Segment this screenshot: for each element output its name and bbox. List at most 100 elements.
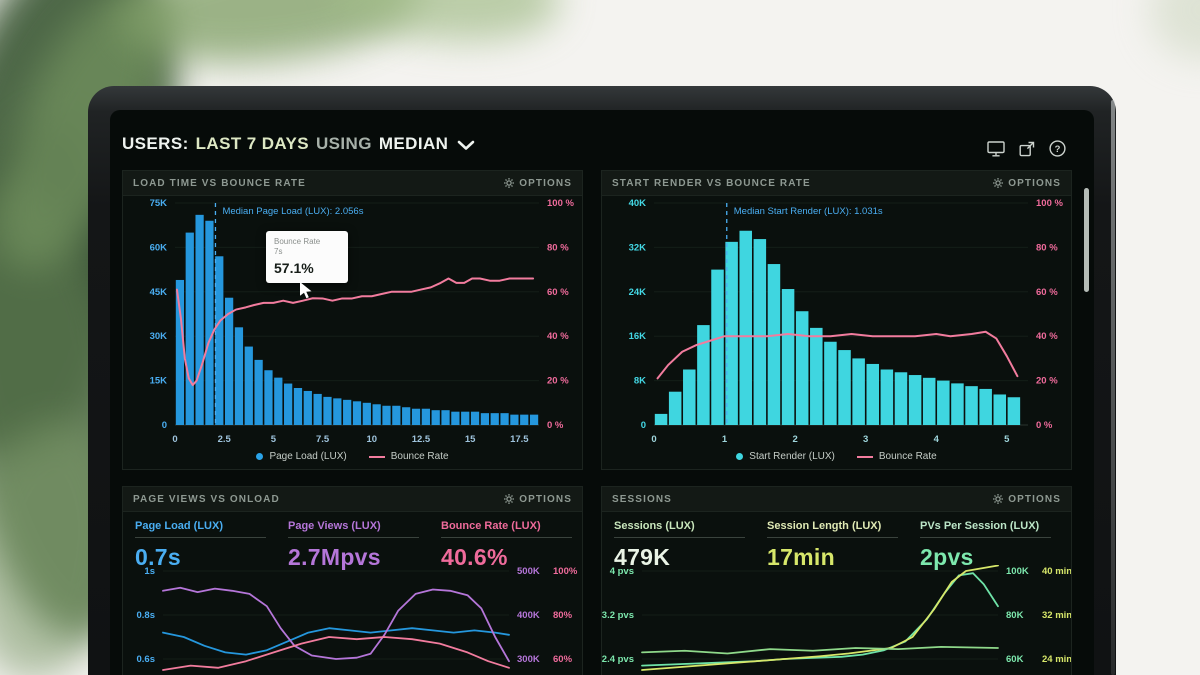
svg-text:30K: 30K bbox=[150, 331, 168, 342]
svg-text:24 min: 24 min bbox=[1042, 654, 1071, 665]
plant-leaf bbox=[1150, 0, 1200, 60]
panel-title: SESSIONS bbox=[612, 493, 672, 505]
metric-value: 17min bbox=[767, 544, 835, 570]
svg-text:17.5: 17.5 bbox=[510, 434, 529, 445]
metric-page-load: Page Load (LUX) 0.7s bbox=[135, 520, 266, 571]
display-icon[interactable] bbox=[987, 140, 1005, 157]
svg-text:100 %: 100 % bbox=[547, 198, 574, 209]
panel-title: PAGE VIEWS VS ONLOAD bbox=[133, 493, 280, 505]
svg-text:40 %: 40 % bbox=[1036, 331, 1058, 342]
metric-divider bbox=[135, 537, 266, 538]
metric-row: Sessions (LUX) 479K Session Length (LUX)… bbox=[602, 512, 1071, 571]
panel-sessions: SESSIONS OPTIONS Sessions (LUX) 479K Ses… bbox=[601, 486, 1072, 675]
svg-text:8K: 8K bbox=[634, 376, 646, 387]
svg-text:0: 0 bbox=[172, 434, 177, 445]
svg-text:45K: 45K bbox=[150, 287, 168, 298]
svg-text:Median Start Render (LUX): 1.0: Median Start Render (LUX): 1.031s bbox=[734, 206, 883, 217]
metric-value: 2pvs bbox=[920, 544, 974, 570]
options-button[interactable]: OPTIONS bbox=[504, 178, 572, 189]
svg-text:1s: 1s bbox=[144, 566, 155, 577]
metric-label: Bounce Rate (LUX) bbox=[441, 520, 541, 532]
svg-text:75K: 75K bbox=[150, 198, 168, 209]
laptop: USERS: LAST 7 DAYS USING MEDIAN ? LOAD TIME… bbox=[88, 86, 1116, 675]
metric-sessions: Sessions (LUX) 479K bbox=[614, 520, 745, 571]
svg-text:10: 10 bbox=[366, 434, 377, 445]
load-time-histogram-chart[interactable]: 75K 100 % 60K 80 % 45K 60 % 30K 40 % 15K 20 % 0 0 %… bbox=[123, 195, 582, 447]
tooltip-x-value: 7s bbox=[274, 247, 283, 257]
panel-header: PAGE VIEWS VS ONLOAD OPTIONS bbox=[123, 487, 582, 512]
svg-text:300K: 300K bbox=[517, 654, 540, 665]
page-views-line-chart[interactable]: 1s 500K 100% 0.8s 400K 80% 0.6s 300K 60% bbox=[123, 565, 582, 675]
svg-text:16K: 16K bbox=[629, 331, 647, 342]
svg-text:60 %: 60 % bbox=[547, 287, 569, 298]
svg-text:0 %: 0 % bbox=[1036, 420, 1053, 431]
svg-text:0 %: 0 % bbox=[547, 420, 564, 431]
panel-start-render-vs-bounce-rate: START RENDER VS BOUNCE RATE OPTIONS 40K 1… bbox=[601, 170, 1072, 470]
svg-text:0: 0 bbox=[162, 420, 167, 431]
options-button[interactable]: OPTIONS bbox=[504, 494, 572, 505]
metric-label: Sessions (LUX) bbox=[614, 520, 695, 532]
legend-item: Page Load (LUX) bbox=[256, 451, 347, 462]
chart-legend: Page Load (LUX) Bounce Rate bbox=[123, 451, 582, 462]
svg-text:100%: 100% bbox=[553, 566, 578, 577]
svg-text:100K: 100K bbox=[1006, 566, 1029, 577]
svg-text:2.4 pvs: 2.4 pvs bbox=[602, 654, 634, 665]
svg-text:40 %: 40 % bbox=[547, 331, 569, 342]
metric-divider bbox=[767, 537, 898, 538]
svg-text:40K: 40K bbox=[629, 198, 647, 209]
share-icon[interactable] bbox=[1019, 141, 1035, 157]
svg-text:4 pvs: 4 pvs bbox=[610, 566, 634, 577]
options-button[interactable]: OPTIONS bbox=[993, 178, 1061, 189]
svg-text:5: 5 bbox=[271, 434, 277, 445]
svg-text:1: 1 bbox=[722, 434, 728, 445]
gear-icon bbox=[993, 494, 1004, 504]
start-render-histogram-chart[interactable]: 40K 100 % 32K 80 % 24K 60 % 16K 40 % 8K 20 % 0 0 % 0… bbox=[602, 195, 1071, 447]
help-icon[interactable]: ? bbox=[1049, 140, 1066, 157]
svg-text:7.5: 7.5 bbox=[316, 434, 330, 445]
svg-text:60 %: 60 % bbox=[1036, 287, 1058, 298]
svg-text:3.2 pvs: 3.2 pvs bbox=[602, 610, 634, 621]
panel-load-time-vs-bounce-rate: LOAD TIME VS BOUNCE RATE OPTIONS 75K 100 … bbox=[122, 170, 583, 470]
chart-legend: Start Render (LUX) Bounce Rate bbox=[602, 451, 1071, 462]
svg-text:40 min: 40 min bbox=[1042, 566, 1071, 577]
metric-session-length: Session Length (LUX) 17min bbox=[767, 520, 898, 571]
svg-text:0: 0 bbox=[641, 420, 646, 431]
svg-text:32K: 32K bbox=[629, 242, 647, 253]
dashboard-screen: USERS: LAST 7 DAYS USING MEDIAN ? LOAD TIME… bbox=[110, 110, 1094, 675]
tooltip-series: Bounce Rate bbox=[274, 237, 321, 246]
legend-label: Bounce Rate bbox=[878, 451, 937, 462]
metric-page-views: Page Views (LUX) 2.7Mpvs bbox=[288, 520, 419, 571]
svg-text:80 %: 80 % bbox=[1036, 242, 1058, 253]
title-using: USING bbox=[316, 134, 372, 153]
legend-item: Bounce Rate bbox=[856, 451, 937, 462]
mouse-cursor bbox=[300, 282, 312, 299]
svg-text:2.5: 2.5 bbox=[218, 434, 232, 445]
svg-text:60%: 60% bbox=[553, 654, 573, 665]
metric-divider bbox=[614, 537, 745, 538]
svg-text:0.8s: 0.8s bbox=[137, 610, 156, 621]
svg-text:20 %: 20 % bbox=[1036, 376, 1058, 387]
panel-title: START RENDER VS BOUNCE RATE bbox=[612, 177, 811, 189]
svg-text:12.5: 12.5 bbox=[412, 434, 431, 445]
metric-value: 2.7Mpvs bbox=[288, 544, 381, 570]
metric-label: Page Load (LUX) bbox=[135, 520, 224, 532]
svg-text:?: ? bbox=[1055, 144, 1061, 155]
sessions-line-chart[interactable]: 4 pvs 100K 40 min 3.2 pvs 80K 32 min 2.4 pvs 60… bbox=[602, 565, 1071, 675]
panel-title: LOAD TIME VS BOUNCE RATE bbox=[133, 177, 306, 189]
svg-text:100 %: 100 % bbox=[1036, 198, 1063, 209]
legend-label: Start Render (LUX) bbox=[749, 451, 835, 462]
legend-item: Start Render (LUX) bbox=[736, 451, 835, 462]
scrollbar[interactable] bbox=[1084, 188, 1089, 292]
dashboard-title-dropdown[interactable]: USERS: LAST 7 DAYS USING MEDIAN bbox=[122, 134, 475, 154]
title-range: LAST 7 DAYS bbox=[195, 134, 309, 153]
legend-label: Bounce Rate bbox=[390, 451, 449, 462]
chart-tooltip: Bounce Rate 7s 57.1% bbox=[266, 231, 348, 283]
tooltip-value: 57.1% bbox=[274, 259, 314, 276]
options-button[interactable]: OPTIONS bbox=[993, 494, 1061, 505]
svg-text:500K: 500K bbox=[517, 566, 540, 577]
svg-text:60K: 60K bbox=[1006, 654, 1024, 665]
legend-dot-icon bbox=[736, 453, 744, 460]
title-metric: MEDIAN bbox=[378, 134, 449, 153]
chevron-down-icon[interactable] bbox=[457, 140, 475, 151]
